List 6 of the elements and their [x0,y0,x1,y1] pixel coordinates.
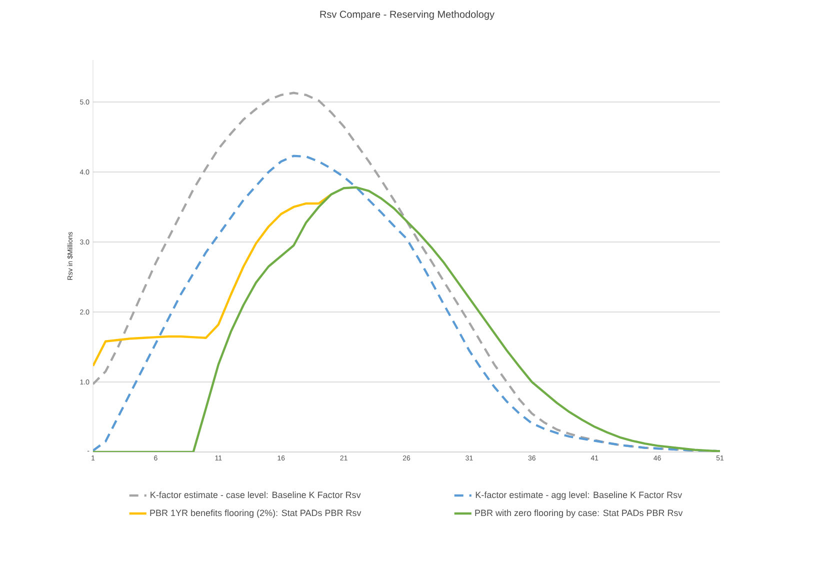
legend-label: K-factor estimate - agg level: Baseline K Factor Rsv [476,491,682,500]
legend-label: K-factor estimate - case level: Baseline K Factor Rsv [150,491,361,498]
line-series [93,193,332,367]
chart-title: Rsv Compare - Reserving Methodology [320,10,494,20]
legend-label: PBR 1YR benefits flooring (2%): Stat PADs PBR Rsv [150,509,362,518]
legend-label: PBR with zero flooring by case: Stat PADs PBR Rsv [475,509,683,518]
